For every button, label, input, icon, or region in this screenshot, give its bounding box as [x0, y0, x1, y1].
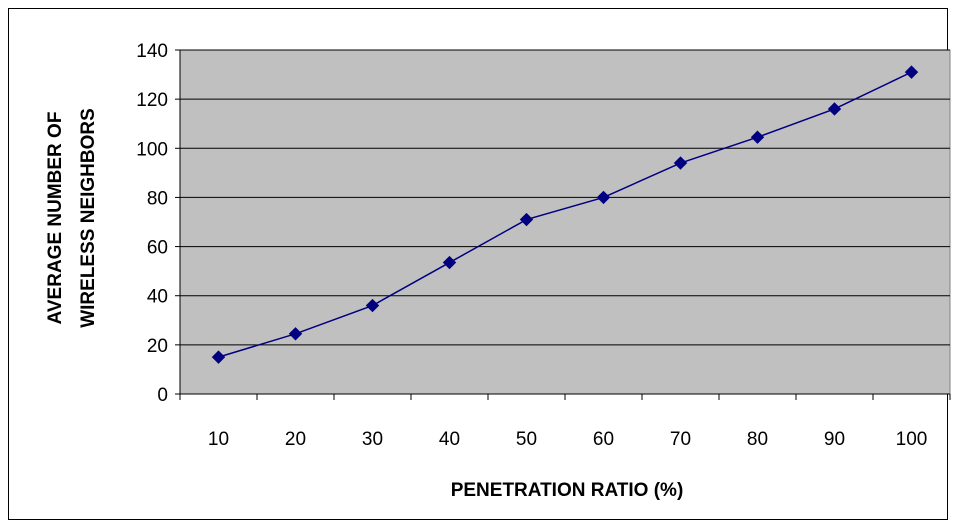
x-tick-label: 50: [516, 429, 537, 450]
x-tick-label: 100: [896, 429, 928, 450]
data-point-marker: [211, 350, 226, 364]
y-axis-title-line-2: WIRELESS NEIGHBORS: [78, 108, 99, 328]
data-point-marker: [827, 102, 842, 116]
x-axis: 10 20 30 40 50 60 70 80 90 100: [179, 393, 951, 450]
y-tick-label: 20: [147, 336, 168, 357]
data-point-marker: [442, 255, 457, 270]
x-tick-label: 10: [208, 429, 229, 450]
y-tick-label: 60: [147, 238, 168, 259]
data-point-marker: [596, 190, 611, 205]
gridlines: [180, 49, 950, 346]
y-tick-label: 0: [157, 385, 168, 406]
data-point-marker: [904, 65, 919, 79]
x-tick-label: 20: [285, 429, 306, 450]
x-tick-label: 90: [824, 429, 845, 450]
y-axis: 0 20 40 60 80 100 120 140: [136, 41, 181, 406]
y-axis-title-line-1: AVERAGE NUMBER OF: [45, 112, 66, 325]
y-tick-label: 100: [136, 139, 168, 160]
y-tick-label: 140: [136, 41, 168, 62]
x-tick-label: 70: [670, 429, 691, 450]
data-point-marker: [673, 156, 688, 170]
plot-area: [179, 49, 951, 395]
y-tick-label: 120: [136, 90, 168, 111]
y-tick-label: 40: [147, 287, 168, 308]
series-markers: [211, 65, 919, 364]
x-tick-label: 60: [593, 429, 614, 450]
x-axis-title: PENETRATION RATIO (%): [451, 480, 684, 501]
x-tick-label: 80: [747, 429, 768, 450]
data-point-marker: [365, 298, 380, 313]
x-tick-label: 40: [439, 429, 460, 450]
series-line: [218, 71, 912, 358]
data-point-marker: [750, 130, 765, 144]
data-point-marker: [288, 327, 303, 341]
x-tick-label: 30: [362, 429, 383, 450]
data-point-marker: [519, 212, 534, 227]
y-tick-label: 80: [147, 188, 168, 209]
